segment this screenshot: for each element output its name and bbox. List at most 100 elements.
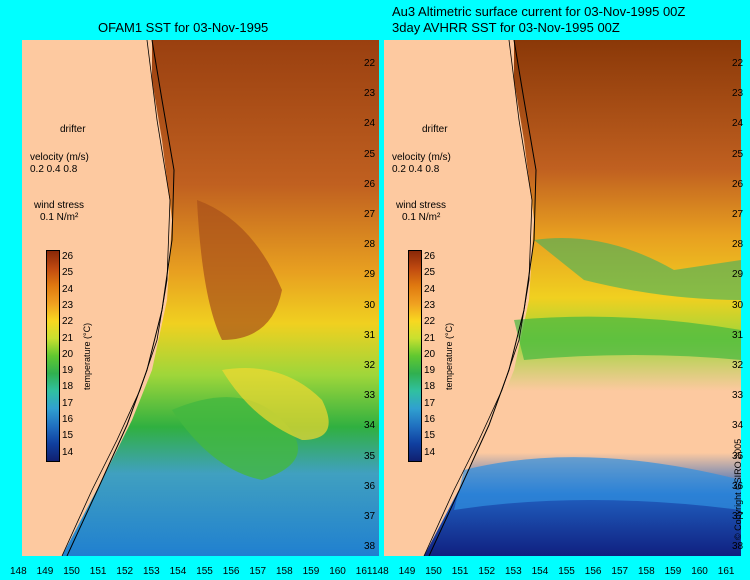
longitude-tick-label: 149 <box>36 566 54 577</box>
colorbar-tick: 17 <box>62 397 74 409</box>
right-sst-field <box>423 40 741 556</box>
right-drifter-label: drifter <box>422 124 448 135</box>
colorbar-tick: 21 <box>62 332 74 344</box>
latitude-tick-label: 23 <box>364 88 376 100</box>
longitude-tick-label: 149 <box>398 566 416 577</box>
latitude-tick-label: 35 <box>364 450 376 462</box>
colorbar-tick: 24 <box>62 283 74 295</box>
colorbar-tick: 25 <box>424 267 436 279</box>
left-velocity-label: velocity (m/s) <box>30 152 89 163</box>
colorbar-tick: 19 <box>424 365 436 377</box>
right-map-panel <box>384 40 741 556</box>
longitude-tick-label: 159 <box>664 566 682 577</box>
colorbar-tick: 23 <box>424 299 436 311</box>
longitude-tick-label: 161 <box>717 566 735 577</box>
left-panel-title: OFAM1 SST for 03-Nov-1995 <box>98 20 269 35</box>
latitude-tick-label: 30 <box>364 299 376 311</box>
longitude-tick-label: 148 <box>10 566 27 577</box>
latitude-tick-label: 33 <box>732 390 744 402</box>
latitude-tick-label: 35 <box>732 450 744 462</box>
longitude-tick-label: 160 <box>329 566 346 577</box>
left-map-panel <box>22 40 379 556</box>
longitude-tick-label: 152 <box>116 566 134 577</box>
longitude-tick-label: 155 <box>558 566 575 577</box>
longitude-tick-label: 161 <box>355 566 373 577</box>
longitude-tick-label: 154 <box>169 566 187 577</box>
colorbar-tick: 17 <box>424 397 436 409</box>
left-wind-label: wind stress <box>34 200 85 211</box>
longitude-tick-label: 152 <box>478 566 496 577</box>
right-wind-label: wind stress <box>396 200 447 211</box>
latitude-tick-label: 34 <box>364 420 376 432</box>
colorbar-tick: 18 <box>62 381 74 393</box>
latitude-tick-label: 22 <box>364 58 376 69</box>
longitude-tick-label: 156 <box>222 566 240 577</box>
longitude-tick-label: 157 <box>249 566 267 577</box>
latitude-tick-label: 26 <box>732 178 744 190</box>
colorbar-tick: 20 <box>62 348 74 360</box>
colorbar-tick: 22 <box>62 316 74 328</box>
longitude-tick-label: 150 <box>63 566 80 577</box>
latitude-tick-label: 38 <box>364 541 376 553</box>
right-velocity-label: velocity (m/s) <box>392 152 451 163</box>
colorbar-tick: 19 <box>62 365 74 377</box>
left-wind-value: 0.1 N/m² <box>40 212 79 223</box>
colorbar-tick: 14 <box>62 446 74 458</box>
longitude-tick-label: 158 <box>638 566 655 577</box>
latitude-tick-label: 24 <box>364 118 376 130</box>
longitude-tick-label: 153 <box>505 566 522 577</box>
longitude-tick-label: 159 <box>302 566 320 577</box>
colorbar-tick: 24 <box>424 283 436 295</box>
colorbar-tick: 25 <box>62 267 74 279</box>
right-temperature-colorbar <box>408 250 422 462</box>
longitude-tick-label: 148 <box>372 566 389 577</box>
latitude-tick-label: 25 <box>364 148 376 160</box>
latitude-tick-label: 34 <box>732 420 744 432</box>
latitude-tick-label: 29 <box>364 269 376 281</box>
copyright-text: © Copyright CSIRO 2005 <box>733 438 743 540</box>
longitude-tick-label: 160 <box>691 566 708 577</box>
latitude-tick-label: 27 <box>364 209 376 220</box>
longitude-tick-label: 153 <box>143 566 160 577</box>
latitude-tick-label: 22 <box>732 58 744 69</box>
right-wind-value: 0.1 N/m² <box>402 212 441 223</box>
latitude-tick-label: 30 <box>732 299 744 311</box>
latitude-tick-label: 37 <box>732 511 744 522</box>
latitude-tick-label: 37 <box>364 511 376 522</box>
longitude-tick-label: 155 <box>196 566 213 577</box>
colorbar-tick: 18 <box>424 381 436 393</box>
latitude-tick-label: 28 <box>364 239 376 251</box>
right-panel-title-line1: Au3 Altimetric surface current for 03-No… <box>392 4 686 19</box>
longitude-tick-label: 151 <box>89 566 107 577</box>
left-velocity-values: 0.2 0.4 0.8 <box>30 164 78 175</box>
latitude-tick-label: 28 <box>732 239 744 251</box>
left-drifter-label: drifter <box>60 124 86 135</box>
longitude-tick-label: 157 <box>611 566 629 577</box>
latitude-tick-label: 27 <box>732 209 744 220</box>
latitude-tick-label: 31 <box>364 329 376 341</box>
right-panel-title-line2: 3day AVHRR SST for 03-Nov-1995 00Z <box>392 20 620 35</box>
latitude-tick-label: 24 <box>732 118 744 130</box>
colorbar-tick: 23 <box>62 299 74 311</box>
left-colorbar-label: temperature (°C) <box>82 322 92 390</box>
right-colorbar-label: temperature (°C) <box>444 322 454 390</box>
latitude-tick-label: 36 <box>732 480 744 492</box>
longitude-tick-label: 150 <box>425 566 442 577</box>
latitude-tick-label: 32 <box>732 360 744 371</box>
colorbar-tick: 26 <box>62 251 74 262</box>
latitude-tick-label: 36 <box>364 480 376 492</box>
longitude-tick-label: 151 <box>451 566 469 577</box>
longitude-tick-label: 154 <box>531 566 549 577</box>
latitude-tick-label: 38 <box>732 541 744 553</box>
latitude-tick-label: 26 <box>364 178 376 190</box>
left-temperature-colorbar <box>46 250 60 462</box>
colorbar-tick: 16 <box>62 414 74 425</box>
latitude-tick-label: 25 <box>732 148 744 160</box>
right-velocity-values: 0.2 0.4 0.8 <box>392 164 440 175</box>
latitude-tick-label: 32 <box>364 360 376 371</box>
latitude-tick-label: 33 <box>364 390 376 402</box>
colorbar-tick: 26 <box>424 251 436 262</box>
colorbar-tick: 20 <box>424 348 436 360</box>
colorbar-tick: 21 <box>424 332 436 344</box>
longitude-tick-label: 158 <box>276 566 293 577</box>
